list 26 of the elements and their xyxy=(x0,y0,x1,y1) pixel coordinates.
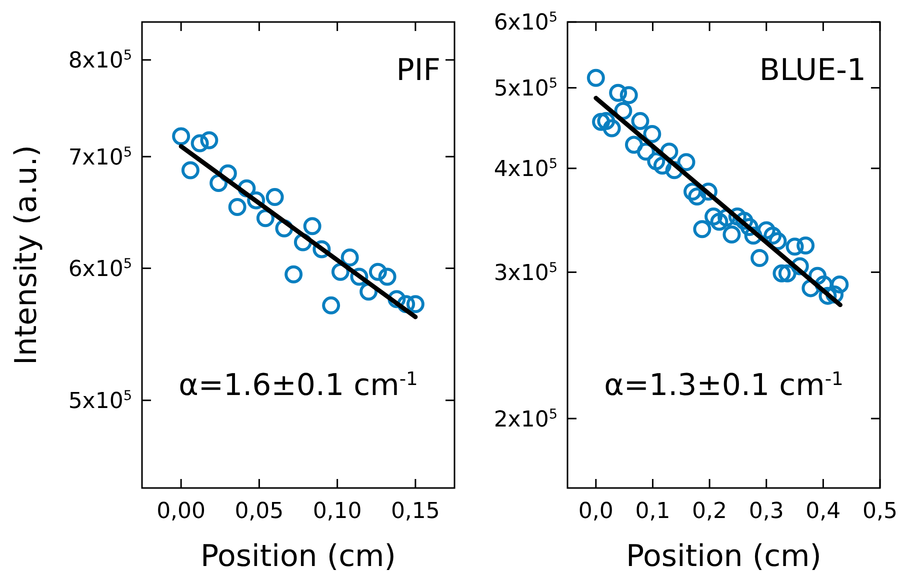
y-tick-label: 4x10$^{5}$ xyxy=(494,156,558,182)
x-tick-label: 0,5 xyxy=(862,499,898,524)
y-tick-label: 2x10$^{5}$ xyxy=(494,406,558,432)
y-tick-label: 3x10$^{5}$ xyxy=(494,260,558,286)
x-tick-label: 0,3 xyxy=(748,499,784,524)
x-tick-label: 0,10 xyxy=(312,499,362,524)
y-axis-title: Intensity (a.u.) xyxy=(9,145,44,365)
x-axis-title: Position (cm) xyxy=(200,539,396,574)
x-tick-label: 0,2 xyxy=(692,499,728,524)
x-tick-label: 0,05 xyxy=(234,499,284,524)
annotation: BLUE-1 xyxy=(759,53,866,88)
y-tick-label: 7x10$^{5}$ xyxy=(68,144,132,170)
annotation: α=1.3±0.1 cm$^{-1}$ xyxy=(604,368,844,403)
x-axis-title: Position (cm) xyxy=(626,539,822,574)
x-tick-label: 0,4 xyxy=(806,499,841,524)
y-tick-label: 8x10$^{5}$ xyxy=(68,48,132,74)
y-tick-label: 6x10$^{5}$ xyxy=(68,256,132,282)
x-tick-label: 0,00 xyxy=(156,499,206,524)
x-tick-label: 0,15 xyxy=(390,499,440,524)
y-tick-label: 6x10$^{5}$ xyxy=(494,10,558,36)
y-tick-label: 5x10$^{5}$ xyxy=(494,76,558,102)
x-tick-label: 0,0 xyxy=(578,499,614,524)
annotation: PIF xyxy=(396,53,440,88)
annotation: α=1.6±0.1 cm$^{-1}$ xyxy=(178,368,418,403)
x-tick-label: 0,1 xyxy=(635,499,670,524)
y-tick-label: 5x10$^{5}$ xyxy=(68,388,132,414)
